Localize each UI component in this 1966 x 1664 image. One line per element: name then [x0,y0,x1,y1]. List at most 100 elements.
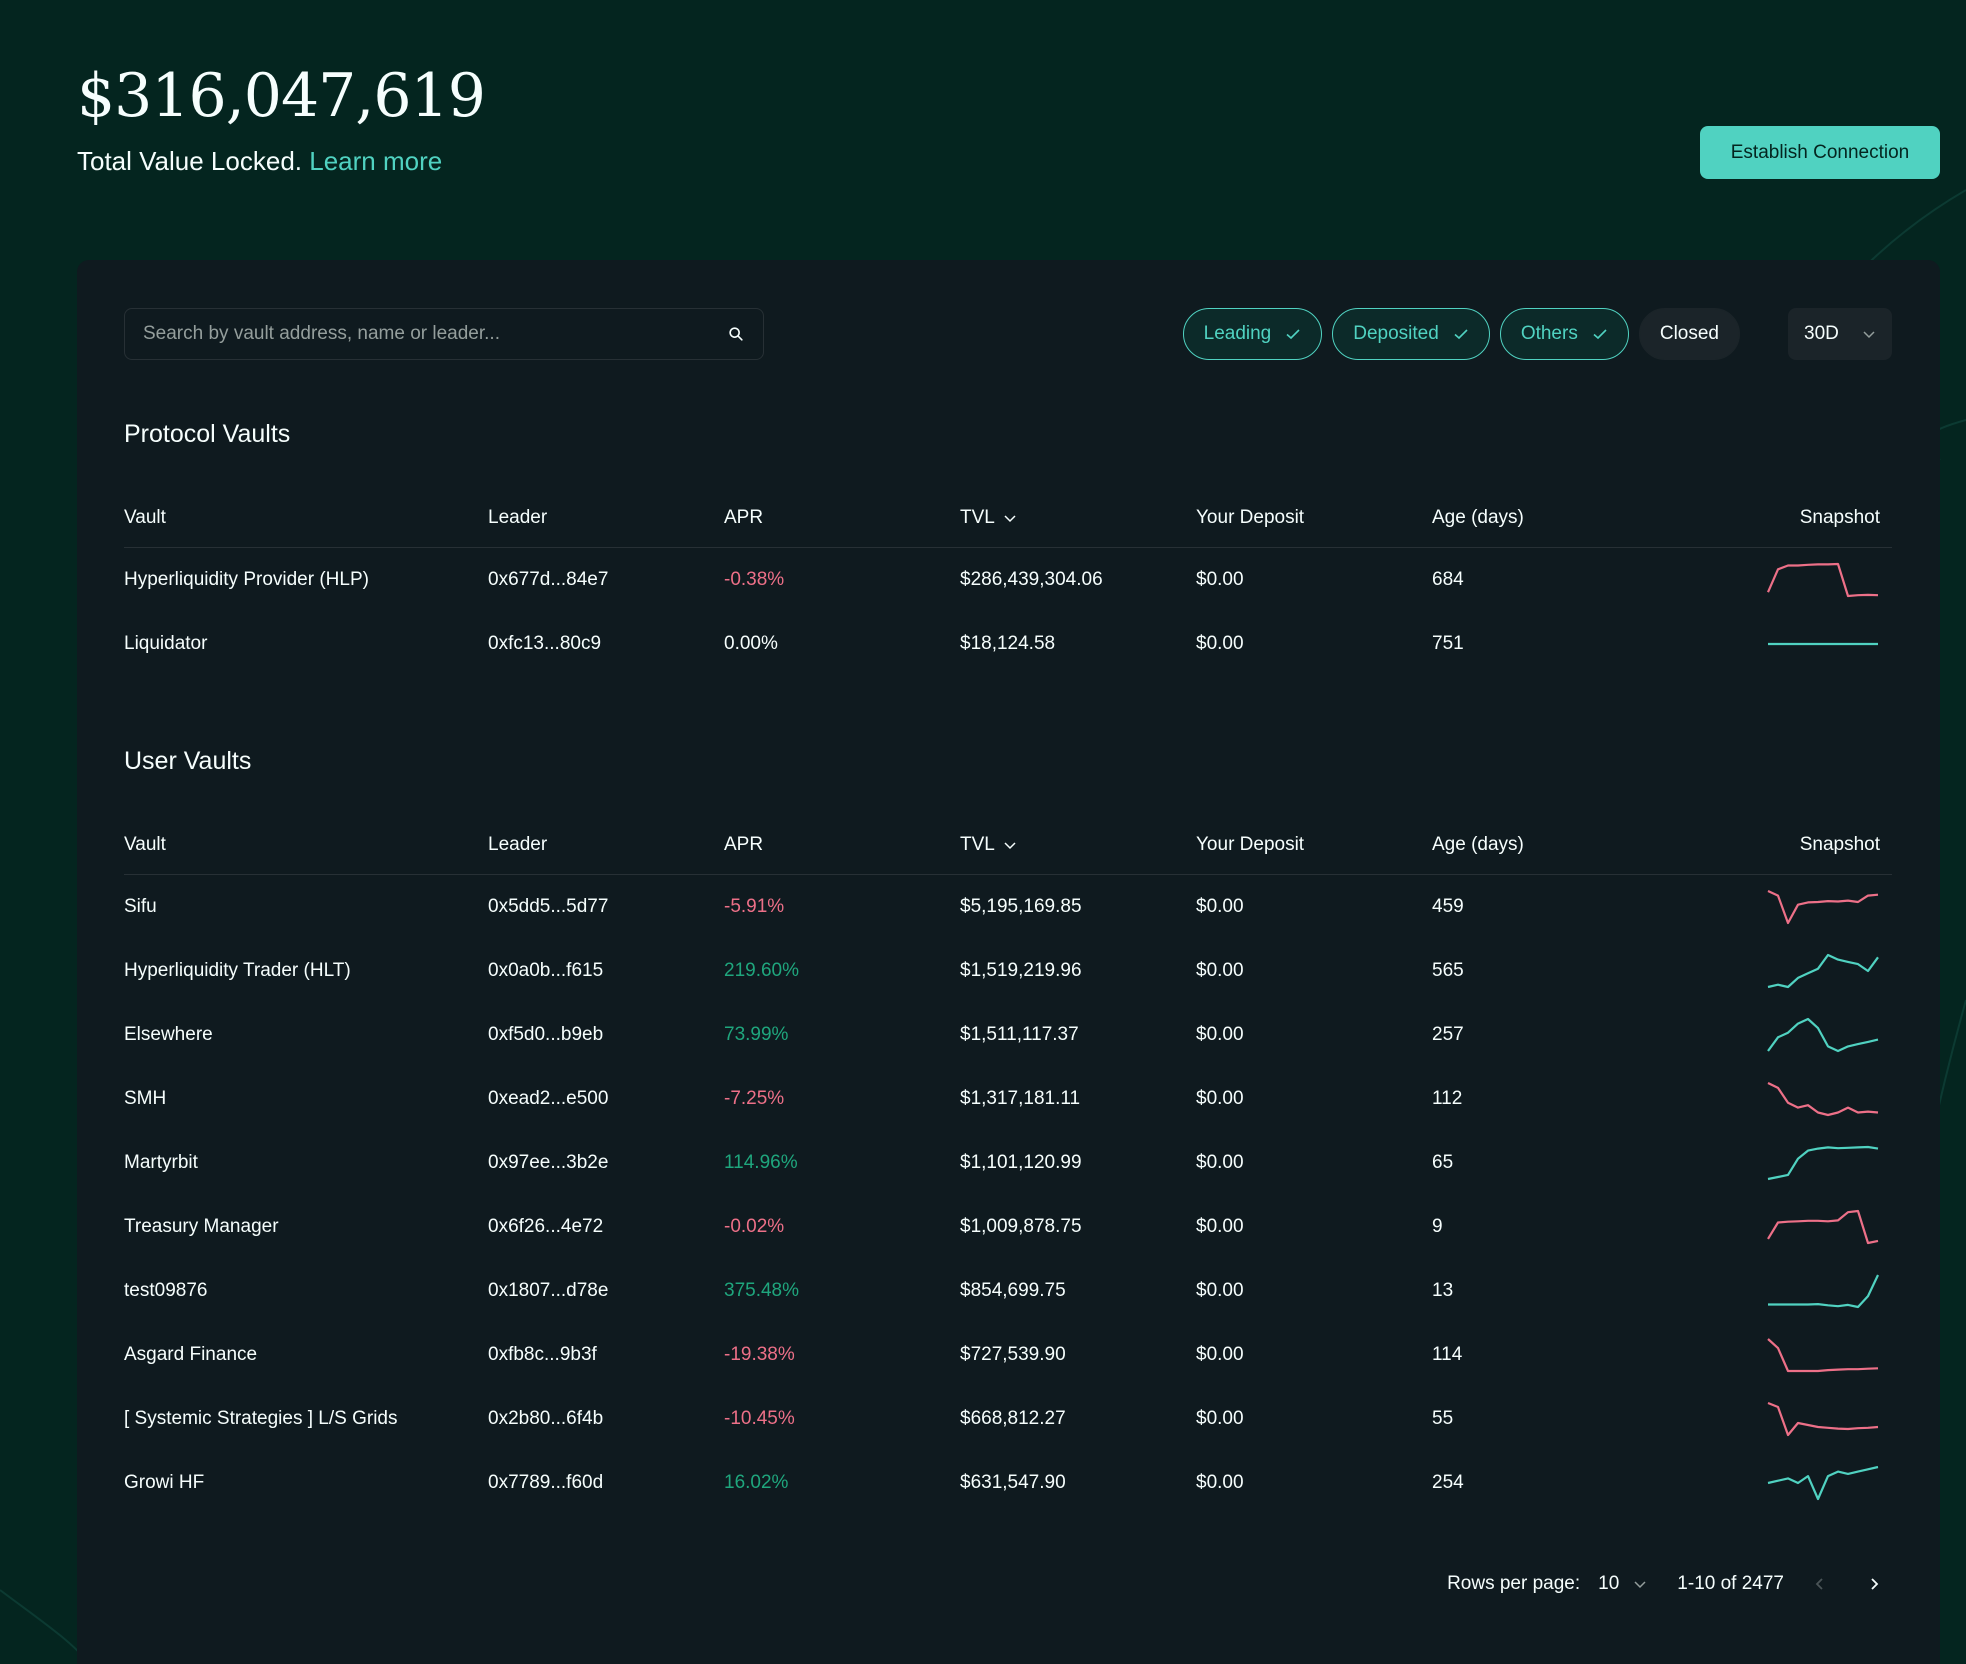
sparkline [1767,1465,1879,1501]
filter-chip-label: Leading [1203,323,1272,344]
protocol-vault-rows: Hyperliquidity Provider (HLP) 0x677d...84… [124,548,1892,676]
search-icon[interactable] [727,325,745,343]
sparkline [1768,1274,1879,1309]
vault-apr: 375.48% [724,1280,800,1301]
col-tvl[interactable]: TVL [960,834,1196,856]
vault-name: Treasury Manager [124,1216,279,1237]
vault-tvl: $854,699.75 [960,1280,1066,1301]
vault-tvl: $286,439,304.06 [960,569,1103,590]
col-age[interactable]: Age (days) [1432,833,1524,855]
col-vault[interactable]: Vault [124,506,166,528]
sparkline [1767,1338,1879,1373]
vault-leader: 0xf5d0...b9eb [488,1024,604,1045]
table-row[interactable]: SMH 0xead2...e500 -7.25% $1,317,181.11 $0.00… [124,1067,1892,1131]
user-vaults-title: User Vaults [124,747,252,775]
vault-tvl: $727,539.90 [960,1344,1066,1365]
sparkline [1767,890,1879,925]
sparkline-path [1767,1082,1879,1117]
vault-deposit: $0.00 [1196,896,1244,917]
table-row[interactable]: Martyrbit 0x97ee...3b2e 114.96% $1,101,120.… [124,1131,1892,1195]
vault-deposit: $0.00 [1196,960,1244,981]
filter-chip-others[interactable]: Others [1499,308,1629,360]
vault-tvl: $5,195,169.85 [960,896,1082,917]
filter-chip-deposited[interactable]: Deposited [1332,308,1490,360]
vault-deposit: $0.00 [1196,1280,1244,1301]
user-vault-rows: Sifu 0x5dd5...5d77 -5.91% $5,195,169.85 $0.0… [124,875,1892,1515]
protocol-vaults-title: Protocol Vaults [124,420,291,448]
vault-tvl: $1,101,120.99 [960,1152,1082,1173]
vault-deposit: $0.00 [1196,1088,1244,1109]
vault-tvl: $18,124.58 [960,633,1056,654]
vault-apr: -19.38% [724,1344,795,1365]
vault-deposit: $0.00 [1196,633,1244,654]
establish-connection-button[interactable]: Establish Connection [1700,126,1940,179]
table-row[interactable]: Sifu 0x5dd5...5d77 -5.91% $5,195,169.85 $0.0… [124,875,1892,939]
filter-chip-closed[interactable]: Closed [1638,308,1740,360]
next-page-button[interactable] [1856,1566,1892,1602]
protocol-vaults-table: Vault Leader APR TVL Your Deposit Age (d… [124,488,1892,676]
vault-tvl: $1,317,181.11 [960,1088,1081,1109]
vault-age: 55 [1432,1408,1454,1429]
sparkline-path [1767,1465,1879,1501]
vault-apr: -0.38% [724,569,785,590]
col-apr[interactable]: APR [724,833,764,855]
check-icon [1454,329,1468,340]
vault-age: 112 [1432,1088,1463,1109]
vaults-panel: Leading Deposited Others Closed 30D Prot… [77,260,1940,1664]
table-row[interactable]: Asgard Finance 0xfb8c...9b3f -19.38% $727,5… [124,1323,1892,1387]
vault-name: SMH [124,1088,167,1109]
chevron-down-icon [1863,331,1875,339]
col-age[interactable]: Age (days) [1432,506,1524,528]
search-box [124,308,764,360]
vault-deposit: $0.00 [1196,1024,1244,1045]
vault-snapshot [1668,1143,1892,1183]
vault-leader: 0x1807...d78e [488,1280,609,1301]
table-row[interactable]: Growi HF 0x7789...f60d 16.02% $631,547.90 $0… [124,1451,1892,1515]
sparkline [1767,1401,1879,1437]
learn-more-link[interactable]: Learn more [309,146,443,176]
vault-name: Sifu [124,896,157,917]
table-row[interactable]: Treasury Manager 0x6f26...4e72 -0.02% $1,00… [124,1195,1892,1259]
vault-name: Elsewhere [124,1024,213,1045]
period-select[interactable]: 30D [1788,308,1892,360]
table-row[interactable]: Hyperliquidity Trader (HLT) 0x0a0b...f615… [124,939,1892,1003]
vault-name: Martyrbit [124,1152,198,1173]
tvl-label: Total Value Locked. [77,146,302,176]
vault-tvl: $631,547.90 [960,1472,1066,1493]
sort-down-icon [1004,841,1016,849]
tvl-amount: $316,047,619 [77,61,486,131]
sparkline-path [1768,1274,1879,1309]
sparkline-path [1767,1017,1879,1053]
table-row[interactable]: Elsewhere 0xf5d0...b9eb 73.99% $1,511,117.3… [124,1003,1892,1067]
vault-age: 9 [1432,1216,1443,1237]
prev-page-button[interactable] [1802,1566,1838,1602]
table-row[interactable]: Liquidator 0xfc13...80c9 0.00% $18,124.58 $0… [124,612,1892,676]
vault-deposit: $0.00 [1196,1408,1244,1429]
table-row[interactable]: [ Systemic Strategies ] L/S Grids 0x2b80.… [124,1387,1892,1451]
vault-name: Hyperliquidity Trader (HLT) [124,960,351,981]
col-apr[interactable]: APR [724,506,764,528]
vault-apr: -0.02% [724,1216,785,1237]
vault-snapshot [1668,624,1892,664]
col-tvl[interactable]: TVL [960,507,1196,529]
vault-apr: 73.99% [724,1024,789,1045]
table-header: Vault Leader APR TVL Your Deposit Age (d… [124,815,1892,875]
col-leader[interactable]: Leader [488,833,548,855]
vault-leader: 0x2b80...6f4b [488,1408,604,1429]
table-row[interactable]: Hyperliquidity Provider (HLP) 0x677d...84… [124,548,1892,612]
rows-per-page-select[interactable]: 10 [1598,1573,1647,1595]
col-snapshot: Snapshot [1799,833,1880,855]
vault-name: Hyperliquidity Provider (HLP) [124,569,369,590]
table-row[interactable]: test09876 0x1807...d78e 375.48% $854,699.75… [124,1259,1892,1323]
col-your-deposit[interactable]: Your Deposit [1196,833,1305,855]
filter-chip-leading[interactable]: Leading [1182,308,1323,360]
vault-deposit: $0.00 [1196,1216,1244,1237]
vault-name: test09876 [124,1280,208,1301]
col-leader[interactable]: Leader [488,506,548,528]
vault-age: 684 [1432,569,1464,590]
col-your-deposit[interactable]: Your Deposit [1196,506,1305,528]
search-input[interactable] [143,323,727,345]
vault-snapshot [1668,1271,1892,1311]
col-tvl-label: TVL [960,833,995,855]
col-vault[interactable]: Vault [124,833,166,855]
